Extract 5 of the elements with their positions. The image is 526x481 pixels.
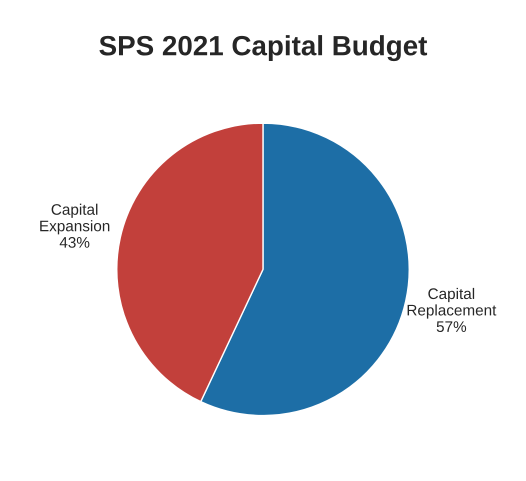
data-label: 57% bbox=[436, 321, 466, 332]
chart-title: SPS 2021 Capital Budget bbox=[99, 35, 428, 62]
slice-label: Capital Expansion bbox=[40, 204, 110, 234]
slice-label: Capital Replacement bbox=[408, 288, 496, 319]
data-label: 43% bbox=[60, 236, 90, 248]
